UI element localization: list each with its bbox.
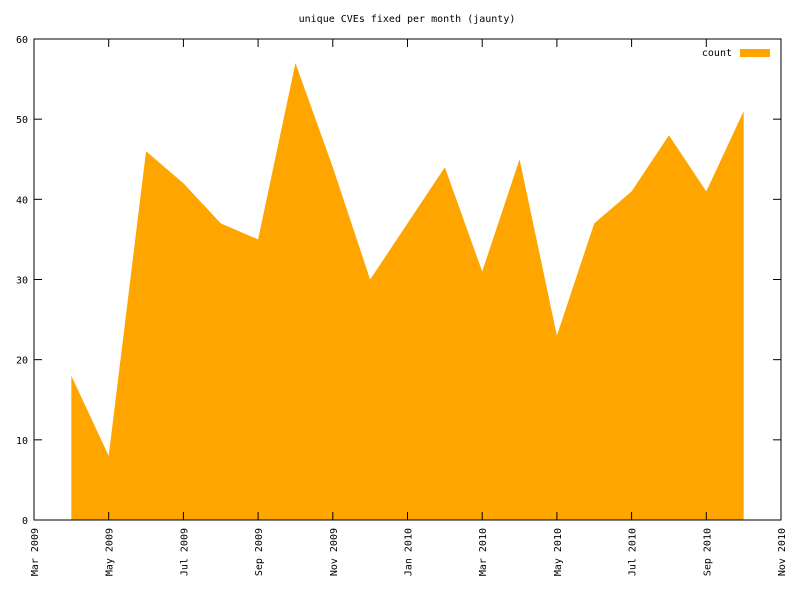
y-tick-label: 30 (16, 276, 28, 287)
x-tick-label: Jan 2010 (404, 528, 415, 576)
legend-swatch (740, 49, 770, 57)
x-tick-label: May 2010 (553, 528, 564, 576)
y-tick-label: 40 (16, 195, 28, 206)
x-tick-label: Sep 2009 (254, 528, 265, 576)
x-tick-label: Sep 2010 (702, 528, 713, 576)
x-tick-label: Mar 2010 (478, 528, 489, 576)
x-tick-label: Jul 2010 (628, 528, 639, 576)
x-tick-label: Nov 2010 (777, 528, 788, 576)
area (71, 63, 744, 521)
y-tick-label: 50 (16, 115, 28, 126)
x-tick-label: Nov 2009 (329, 528, 340, 576)
y-tick-label: 60 (16, 35, 28, 46)
chart-title: unique CVEs fixed per month (jaunty) (299, 14, 516, 25)
y-tick-label: 10 (16, 436, 28, 447)
y-tick-label: 0 (22, 516, 28, 527)
legend-label: count (702, 48, 732, 59)
x-tick-label: Jul 2009 (179, 528, 190, 576)
x-tick-label: Mar 2009 (30, 528, 41, 576)
x-tick-label: May 2009 (105, 528, 116, 576)
y-tick-label: 20 (16, 356, 28, 367)
